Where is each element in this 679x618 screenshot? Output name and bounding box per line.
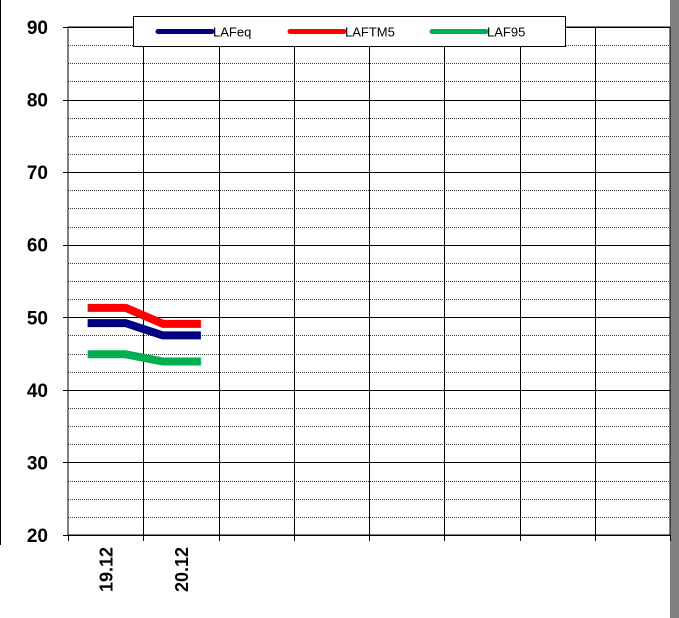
y-tick-label: 90 bbox=[27, 18, 48, 39]
legend-label-laftm5: LAFTM5 bbox=[345, 25, 395, 40]
axis-layer: 20 30 40 50 60 70 80 90 19.12 20.12 bbox=[27, 18, 671, 592]
x-tick-label: 20.12 bbox=[172, 547, 192, 592]
y-tick-label: 30 bbox=[27, 453, 48, 474]
y-tick-label: 60 bbox=[27, 236, 48, 257]
x-tick-label: 19.12 bbox=[97, 547, 117, 592]
legend: LAFeq LAFTM5 LAF95 bbox=[133, 16, 566, 47]
legend-label-laf95: LAF95 bbox=[487, 25, 525, 40]
y-tick-label: 20 bbox=[27, 526, 48, 547]
y-tick-label: 80 bbox=[27, 91, 48, 112]
y-tick-label: 40 bbox=[27, 381, 48, 402]
y-tick-label: 50 bbox=[27, 308, 48, 329]
series-layer bbox=[87, 303, 201, 366]
series-line-laf95 bbox=[87, 350, 201, 366]
y-tick-label: 70 bbox=[27, 163, 48, 184]
right-frame-bar bbox=[670, 0, 679, 618]
series-line-lafeq bbox=[87, 319, 201, 340]
series-line-laftm5 bbox=[87, 303, 201, 328]
legend-label-lafeq: LAFeq bbox=[213, 25, 251, 40]
grid-layer bbox=[67, 26, 671, 536]
